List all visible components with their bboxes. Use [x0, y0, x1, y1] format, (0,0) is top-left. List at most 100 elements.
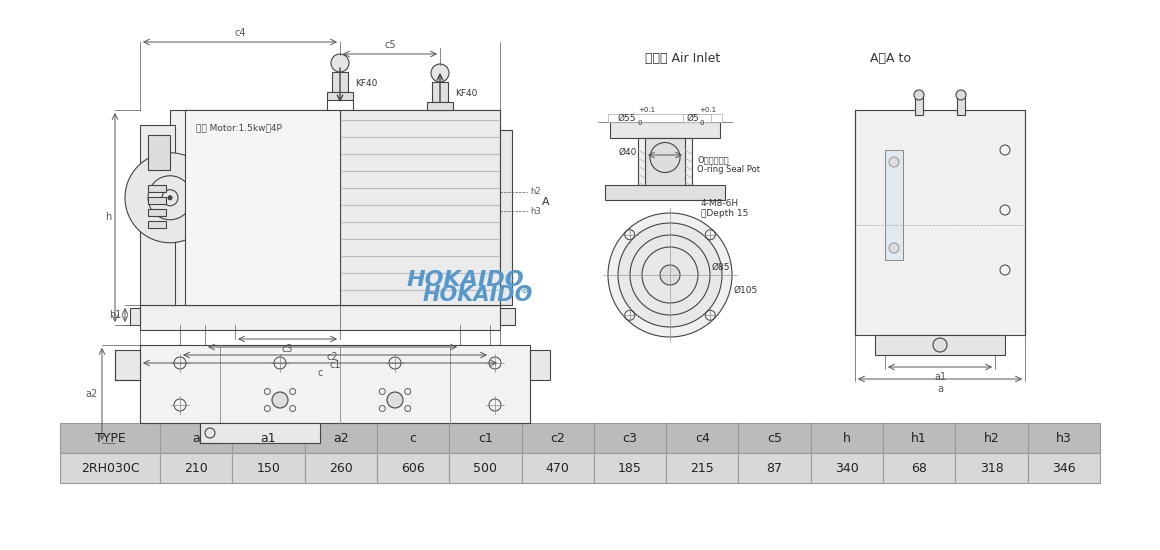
Circle shape — [387, 392, 403, 408]
Text: Ø40: Ø40 — [618, 147, 637, 157]
Text: c2: c2 — [550, 432, 565, 444]
Bar — [60, 453, 160, 483]
Bar — [377, 423, 449, 453]
Bar — [957, 95, 965, 115]
Circle shape — [660, 265, 680, 285]
Text: h: h — [843, 432, 851, 444]
Circle shape — [331, 54, 349, 72]
Text: a: a — [937, 384, 943, 394]
Text: a2: a2 — [333, 432, 349, 444]
Bar — [594, 453, 666, 483]
Text: TYPE: TYPE — [95, 432, 125, 444]
Bar — [606, 185, 725, 200]
Text: c1: c1 — [329, 360, 341, 370]
Bar — [432, 82, 448, 102]
Bar — [148, 221, 166, 228]
Text: c2: c2 — [327, 352, 339, 362]
Text: ®: ® — [520, 285, 530, 295]
Bar — [184, 110, 340, 305]
Text: 150: 150 — [256, 461, 281, 475]
Text: O-ring Seal Pot: O-ring Seal Pot — [697, 166, 760, 174]
Bar — [327, 92, 353, 100]
Ellipse shape — [372, 385, 418, 415]
Circle shape — [914, 90, 925, 100]
Text: h1: h1 — [109, 310, 121, 320]
Bar — [883, 453, 956, 483]
Bar — [171, 110, 500, 305]
Text: KF40: KF40 — [455, 89, 478, 97]
Text: 电机 Motor:1.5kw，4P: 电机 Motor:1.5kw，4P — [196, 124, 282, 133]
Bar — [130, 308, 140, 325]
Text: 606: 606 — [401, 461, 425, 475]
Text: 215: 215 — [690, 461, 715, 475]
Bar — [148, 209, 166, 216]
Circle shape — [608, 213, 732, 337]
Text: 68: 68 — [912, 461, 927, 475]
Text: 210: 210 — [184, 461, 208, 475]
Bar — [883, 423, 956, 453]
Text: +0.1: +0.1 — [699, 107, 716, 113]
Bar — [427, 102, 454, 110]
Text: h2: h2 — [984, 432, 1000, 444]
Circle shape — [432, 64, 449, 82]
Bar — [449, 423, 522, 453]
Bar — [160, 423, 232, 453]
Text: HOKAIDO: HOKAIDO — [422, 285, 534, 305]
Text: c4: c4 — [695, 432, 710, 444]
Bar — [666, 453, 739, 483]
Text: 4-M8-6H: 4-M8-6H — [701, 199, 739, 207]
Text: KF40: KF40 — [355, 79, 377, 87]
Text: 87: 87 — [767, 461, 783, 475]
Text: A向A to: A向A to — [870, 52, 911, 64]
Text: h2: h2 — [530, 188, 541, 196]
Circle shape — [271, 392, 288, 408]
Bar — [530, 350, 550, 380]
Bar — [811, 453, 883, 483]
Text: h3: h3 — [530, 207, 541, 216]
Circle shape — [933, 338, 947, 352]
Text: a: a — [193, 432, 200, 444]
Bar — [232, 423, 305, 453]
Circle shape — [889, 243, 899, 253]
Text: c: c — [318, 368, 322, 378]
Bar — [915, 95, 923, 115]
Text: O型圈密封槽: O型圈密封槽 — [697, 156, 728, 164]
Bar — [60, 423, 160, 453]
Circle shape — [168, 196, 172, 200]
Ellipse shape — [258, 385, 303, 415]
Circle shape — [956, 90, 966, 100]
Text: a1: a1 — [261, 432, 276, 444]
Bar — [332, 72, 348, 92]
Bar — [610, 122, 720, 138]
Bar — [140, 345, 530, 423]
Text: h1: h1 — [912, 432, 927, 444]
Bar — [232, 453, 305, 483]
Text: 260: 260 — [329, 461, 353, 475]
Text: Ø85: Ø85 — [712, 262, 731, 272]
Bar — [305, 453, 377, 483]
Text: c: c — [409, 432, 416, 444]
Bar — [160, 453, 232, 483]
Text: h3: h3 — [1056, 432, 1072, 444]
Bar — [115, 350, 140, 380]
Circle shape — [125, 153, 215, 243]
Bar — [855, 110, 1025, 335]
Bar — [638, 138, 693, 193]
Bar — [1028, 453, 1100, 483]
Text: c4: c4 — [234, 28, 246, 38]
Bar — [1028, 423, 1100, 453]
Text: 318: 318 — [980, 461, 1003, 475]
Bar — [340, 110, 500, 305]
Bar — [148, 197, 166, 204]
Bar — [148, 185, 166, 192]
Bar — [500, 308, 515, 325]
Bar — [666, 423, 739, 453]
Bar — [608, 114, 722, 122]
Text: c3: c3 — [623, 432, 638, 444]
Circle shape — [889, 157, 899, 167]
Text: Ø55: Ø55 — [618, 113, 637, 123]
Text: 470: 470 — [545, 461, 570, 475]
Text: 2RH030C: 2RH030C — [81, 461, 139, 475]
Text: ®: ® — [505, 274, 515, 284]
Bar — [811, 423, 883, 453]
